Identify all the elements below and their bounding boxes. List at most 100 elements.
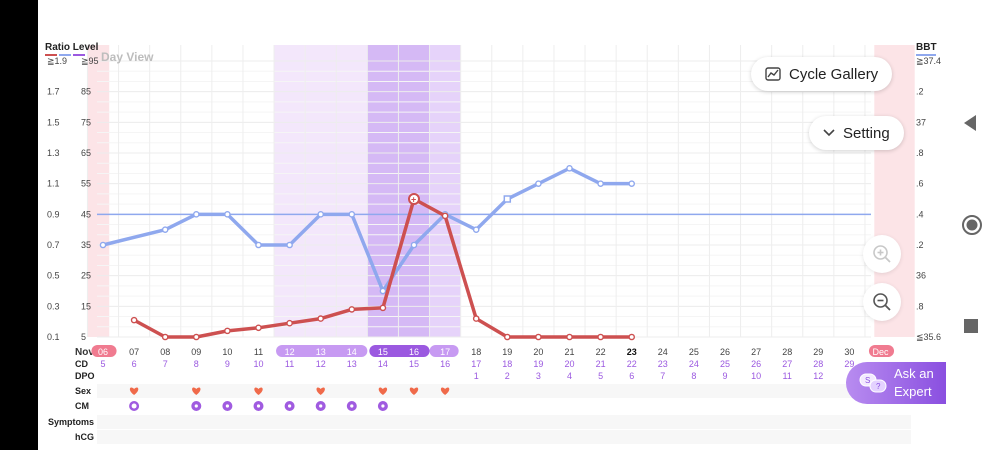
date-label[interactable]: 26 (720, 347, 730, 357)
ratio-level-point[interactable] (286, 319, 293, 327)
date-label[interactable]: 30 (844, 347, 854, 357)
date-label[interactable]: 10 (222, 347, 232, 357)
ratio-level-point[interactable] (597, 333, 604, 341)
ratio-level-point[interactable] (255, 324, 262, 332)
recents-button[interactable] (964, 319, 978, 338)
ratio-level-point[interactable] (535, 333, 542, 341)
date-label[interactable]: 23 (627, 347, 637, 357)
ratio-level-point[interactable] (130, 316, 138, 324)
heart-icon[interactable] (409, 387, 419, 395)
recents-square-icon (964, 319, 978, 333)
row-label-cd: CD (75, 359, 88, 369)
date-label[interactable]: 07 (129, 347, 139, 357)
home-button[interactable] (961, 214, 983, 241)
bbt-point[interactable] (99, 241, 107, 249)
dpo-value: 9 (722, 371, 727, 381)
bbt-point[interactable] (286, 241, 293, 249)
date-label[interactable]: 22 (596, 347, 606, 357)
ratio-axis-tick: 1.7 (47, 87, 60, 97)
ratio-level-point[interactable] (441, 212, 449, 220)
back-button[interactable] (962, 114, 978, 137)
ratio-level-point[interactable] (379, 304, 387, 312)
date-label[interactable]: Dec (872, 347, 889, 357)
bbt-point[interactable] (379, 287, 387, 295)
bbt-point[interactable] (472, 226, 480, 233)
dpo-value: 3 (536, 371, 541, 381)
cycle-chart[interactable]: ≧1.91.71.51.31.10.90.70.50.30.1≧95857565… (38, 0, 946, 450)
ratio-level-point[interactable] (348, 306, 356, 313)
cycle-gallery-button[interactable]: Cycle Gallery (751, 57, 893, 91)
date-label[interactable]: 18 (471, 347, 481, 357)
date-label[interactable]: 28 (782, 347, 792, 357)
cd-value: 23 (658, 359, 668, 369)
heart-icon[interactable] (316, 387, 325, 395)
bbt-point[interactable] (566, 165, 573, 172)
cm-drop-center (319, 404, 323, 408)
date-label[interactable]: 06 (98, 347, 108, 357)
date-label[interactable]: 16 (409, 347, 419, 357)
ratio-level-point[interactable] (224, 327, 231, 335)
ratio-level-point[interactable] (472, 315, 480, 322)
heart-icon[interactable] (129, 387, 139, 395)
date-label[interactable]: 21 (564, 347, 574, 357)
chevron-down-icon (823, 129, 835, 137)
heart-icon[interactable] (192, 387, 201, 395)
date-label[interactable]: 13 (316, 347, 326, 357)
zoom-out-button[interactable] (863, 283, 901, 321)
date-label[interactable]: 11 (254, 347, 263, 357)
heart-icon[interactable] (254, 387, 263, 395)
zoom-in-icon (873, 245, 891, 263)
dpo-value: 8 (691, 371, 696, 381)
svg-text:S: S (865, 376, 870, 385)
setting-button[interactable]: Setting (809, 116, 904, 150)
ratio-level-point[interactable] (503, 333, 511, 341)
date-label[interactable]: 19 (502, 347, 512, 357)
ratio-level-point[interactable] (317, 315, 325, 322)
peak-marker[interactable] (408, 193, 420, 205)
bbt-axis-tick: .8 (916, 148, 924, 158)
cd-value: 24 (689, 359, 699, 369)
bbt-point[interactable] (192, 211, 200, 218)
bbt-point[interactable] (255, 241, 262, 249)
bbt-point[interactable] (410, 241, 418, 249)
bbt-point[interactable] (224, 211, 231, 218)
date-label[interactable]: 17 (440, 347, 450, 357)
bbt-point[interactable] (161, 226, 169, 233)
ratio-level-point[interactable] (566, 333, 573, 341)
cd-value: 17 (471, 359, 481, 369)
date-label[interactable]: 25 (689, 347, 699, 357)
date-label[interactable]: 14 (347, 347, 357, 357)
bbt-point[interactable] (535, 180, 542, 187)
date-label[interactable]: 20 (533, 347, 543, 357)
date-label[interactable]: 08 (160, 347, 170, 357)
bbt-marker-square[interactable] (503, 195, 512, 203)
heart-icon[interactable] (378, 387, 388, 395)
zoom-in-button[interactable] (863, 235, 901, 273)
heart-icon[interactable] (440, 387, 450, 395)
date-label[interactable]: 15 (378, 347, 388, 357)
ratio-level-point[interactable] (628, 333, 636, 341)
date-label[interactable]: 12 (285, 347, 295, 357)
zoom-out-icon (873, 293, 891, 311)
gallery-chart-icon (765, 67, 781, 81)
ratio-level-point[interactable] (192, 333, 200, 341)
cd-value: 11 (285, 359, 294, 369)
chart-screen[interactable]: ≧1.9 1.7 1.5 1.3 1.1 0.9 0.7 0.5 0.3 0.1 ≧95 85 75 65… (38, 0, 946, 450)
ask-an-expert-button[interactable]: S ? Ask an Expert (846, 362, 946, 404)
date-label[interactable]: 24 (658, 347, 668, 357)
ratio-axis-tick: ≧1.9 (47, 56, 67, 66)
dpo-value: 1 (474, 371, 479, 381)
date-label[interactable]: 29 (813, 347, 823, 357)
bbt-point[interactable] (317, 211, 325, 218)
date-label[interactable]: 09 (191, 347, 201, 357)
bbt-point[interactable] (348, 211, 356, 218)
bbt-point[interactable] (597, 180, 604, 187)
level-axis-tick: 5 (81, 332, 86, 342)
bbt-axis-tick: .8 (916, 301, 924, 311)
bbt-axis-tick: ≧37.4 (916, 56, 941, 66)
cd-value: 7 (163, 359, 168, 369)
ratio-level-point[interactable] (161, 333, 169, 341)
date-label[interactable]: 27 (751, 347, 761, 357)
cm-drop-center (381, 404, 385, 408)
bbt-point[interactable] (628, 180, 636, 187)
